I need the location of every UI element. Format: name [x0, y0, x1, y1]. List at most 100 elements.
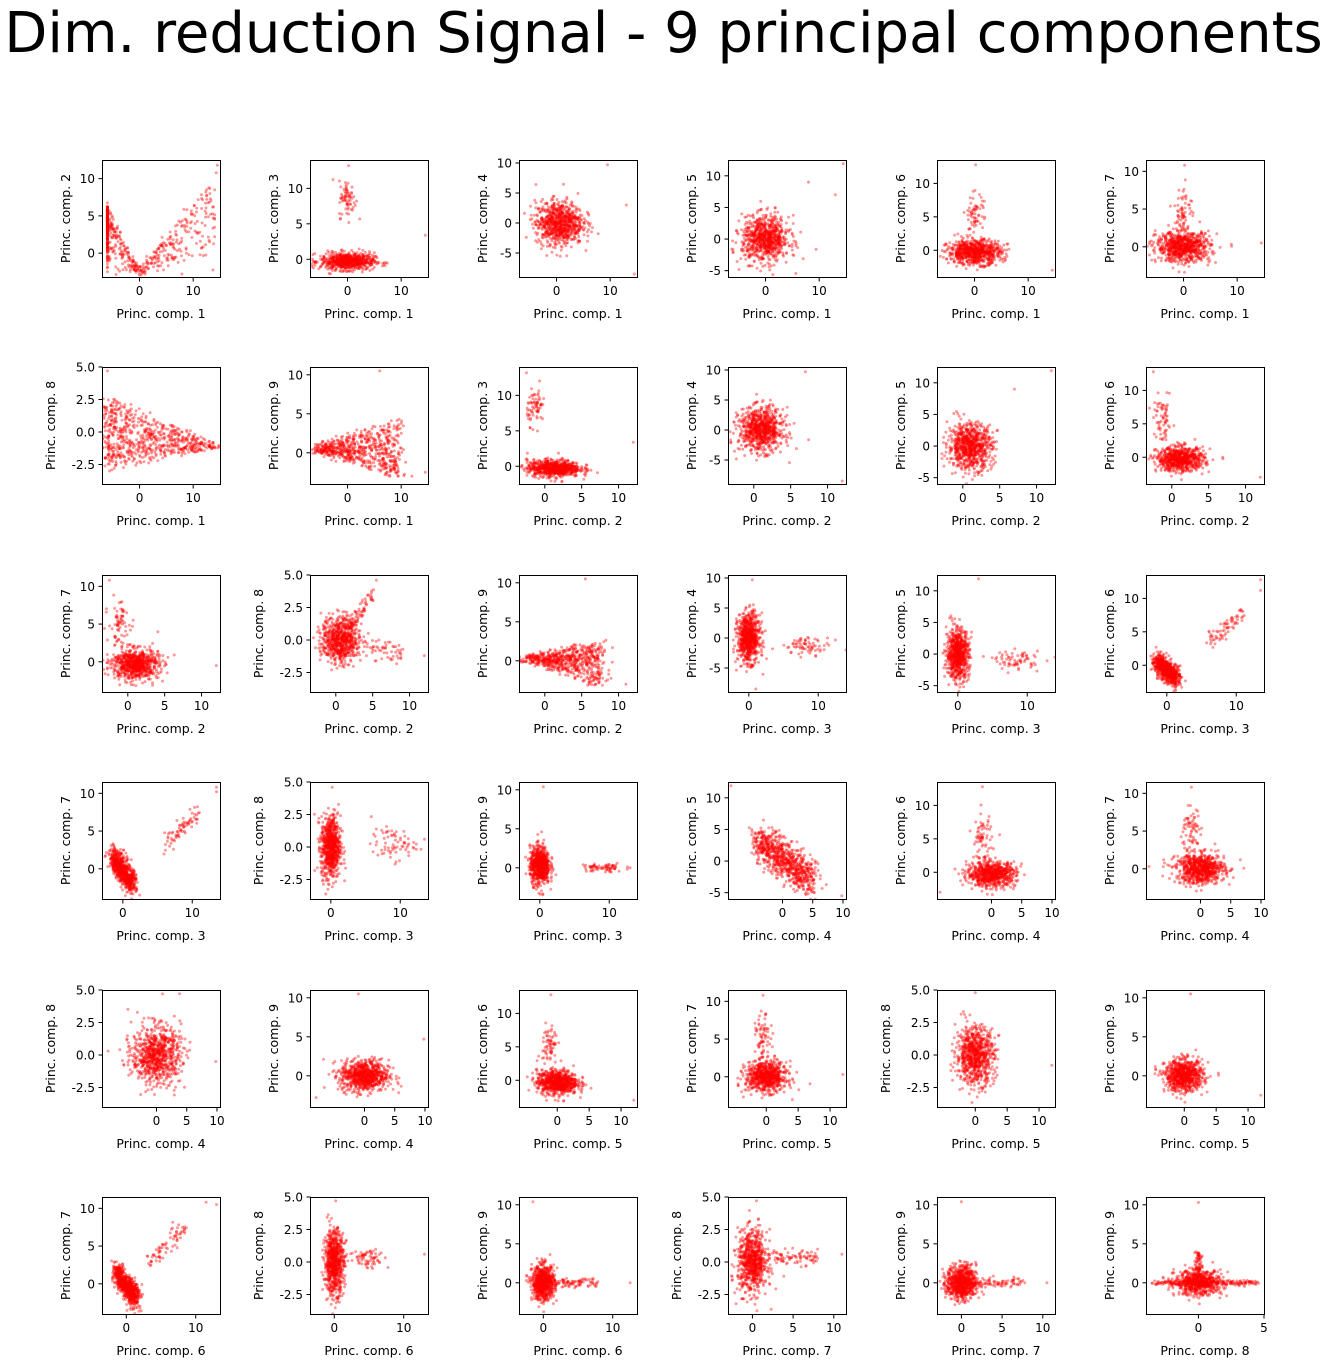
data-point — [543, 225, 547, 229]
data-point — [346, 257, 350, 261]
data-point — [361, 256, 365, 260]
data-point — [772, 216, 776, 220]
data-point — [553, 206, 557, 210]
data-point — [558, 221, 562, 225]
data-point — [366, 261, 370, 265]
data-point — [105, 240, 109, 244]
data-point — [156, 264, 160, 268]
data-point — [333, 260, 337, 264]
data-point — [345, 211, 349, 215]
data-point — [335, 261, 339, 265]
data-point — [1177, 234, 1181, 238]
data-point — [555, 221, 559, 225]
data-point — [979, 235, 983, 239]
data-point — [347, 258, 351, 262]
data-point — [557, 221, 561, 225]
data-point — [554, 219, 558, 223]
data-point — [342, 255, 346, 259]
data-point — [353, 265, 357, 268]
data-point — [348, 261, 352, 265]
data-point — [943, 243, 947, 247]
data-point — [577, 215, 581, 219]
y-tick-label: 0 — [504, 217, 512, 231]
data-point — [208, 240, 212, 244]
data-point — [578, 213, 582, 217]
x-tick-label: 10 — [394, 284, 409, 298]
data-point — [343, 261, 346, 264]
data-point — [980, 258, 984, 262]
data-point — [558, 232, 562, 236]
data-point — [351, 208, 354, 212]
data-point — [105, 245, 109, 248]
data-point — [156, 247, 160, 251]
data-point — [542, 225, 546, 229]
data-point — [556, 227, 559, 231]
data-point — [551, 228, 555, 232]
data-point — [328, 262, 332, 265]
data-point — [331, 250, 335, 254]
data-point — [174, 240, 178, 244]
data-point — [116, 267, 120, 271]
y-tick-label: 0 — [713, 233, 721, 247]
data-point — [341, 259, 345, 263]
data-point — [105, 242, 109, 246]
data-point — [351, 258, 355, 262]
x-tick-label: 0 — [1180, 284, 1188, 298]
data-point — [371, 258, 375, 262]
data-point — [345, 259, 349, 263]
data-point — [549, 198, 553, 202]
data-point — [335, 259, 339, 263]
data-point — [346, 254, 349, 257]
data-point — [361, 259, 365, 262]
data-point — [138, 453, 141, 457]
data-point — [105, 266, 109, 270]
data-point — [986, 261, 990, 265]
data-point — [557, 205, 561, 209]
data-point — [560, 219, 564, 223]
data-point — [550, 196, 554, 200]
data-point — [350, 264, 354, 268]
data-point — [346, 206, 350, 210]
data-point — [573, 217, 577, 220]
data-point — [568, 203, 572, 207]
data-point — [339, 197, 343, 200]
data-point — [105, 245, 109, 249]
data-point — [347, 164, 351, 168]
data-point — [734, 241, 738, 245]
data-point — [347, 261, 351, 265]
data-point — [105, 232, 109, 236]
data-point — [336, 257, 340, 261]
data-point — [747, 238, 751, 242]
data-point — [572, 225, 576, 229]
data-point — [344, 255, 348, 259]
data-point — [549, 222, 553, 226]
data-point — [339, 216, 342, 220]
data-point — [578, 221, 581, 224]
data-point — [996, 252, 1000, 255]
data-point — [132, 267, 136, 271]
data-point — [364, 261, 368, 265]
data-point — [1195, 234, 1199, 237]
data-point — [368, 258, 372, 262]
data-point — [1194, 247, 1198, 251]
data-point — [571, 220, 575, 224]
data-point — [105, 230, 109, 234]
data-point — [205, 193, 209, 197]
data-point — [196, 231, 200, 235]
data-point — [350, 260, 354, 264]
data-point — [105, 242, 109, 246]
data-point — [568, 207, 571, 211]
data-point — [596, 232, 600, 236]
data-point — [359, 261, 363, 265]
data-point — [113, 236, 117, 239]
data-point — [755, 242, 759, 246]
data-point — [144, 261, 148, 265]
data-point — [1206, 229, 1210, 233]
y-tick-label: 5 — [295, 217, 303, 231]
data-point — [555, 216, 559, 220]
data-point — [759, 199, 763, 203]
data-point — [133, 264, 137, 268]
data-point — [1189, 243, 1193, 247]
data-point — [1180, 207, 1184, 211]
data-point — [734, 229, 738, 232]
